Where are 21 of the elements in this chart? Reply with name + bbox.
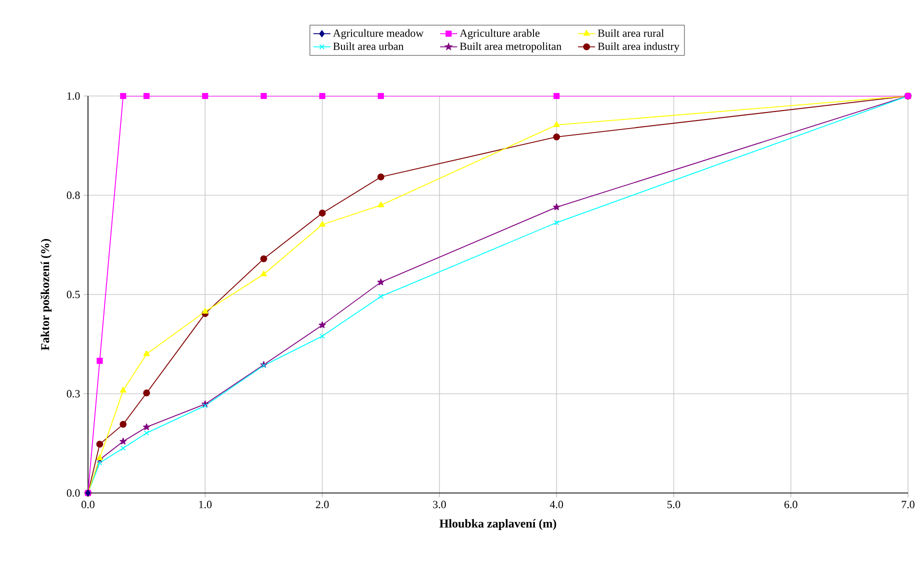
x-tick-label: 4.0: [550, 500, 564, 508]
legend-label: Built area urban: [333, 42, 404, 50]
legend-label: Built area industry: [598, 42, 680, 52]
legend-label: Built area rural: [598, 29, 664, 37]
x-tick-label: 3.0: [433, 500, 446, 508]
x-tick-label: 1.0: [199, 500, 212, 508]
y-tick-label: 0.0: [66, 489, 80, 497]
x-tick-label: 6.0: [784, 500, 798, 508]
x-tick-label: 0.0: [82, 500, 94, 508]
y-tick-label: 0.3: [66, 390, 80, 398]
x-tick-label: 2.0: [316, 500, 329, 508]
legend-label: Agriculture arable: [460, 29, 540, 40]
y-axis-title: Faktor poškození (%): [40, 239, 52, 350]
y-tick-label: 0.8: [66, 192, 80, 199]
y-tick-label: 0.5: [66, 290, 80, 298]
legend-label: Agriculture meadow: [332, 29, 424, 40]
x-tick-label: 5.0: [667, 500, 680, 508]
x-tick-label: 7.0: [902, 500, 914, 508]
x-axis-title: Hloubka zaplavení (m): [440, 519, 556, 530]
y-tick-label: 1.0: [67, 92, 80, 100]
legend-label: Built area metropolitan: [460, 42, 562, 52]
